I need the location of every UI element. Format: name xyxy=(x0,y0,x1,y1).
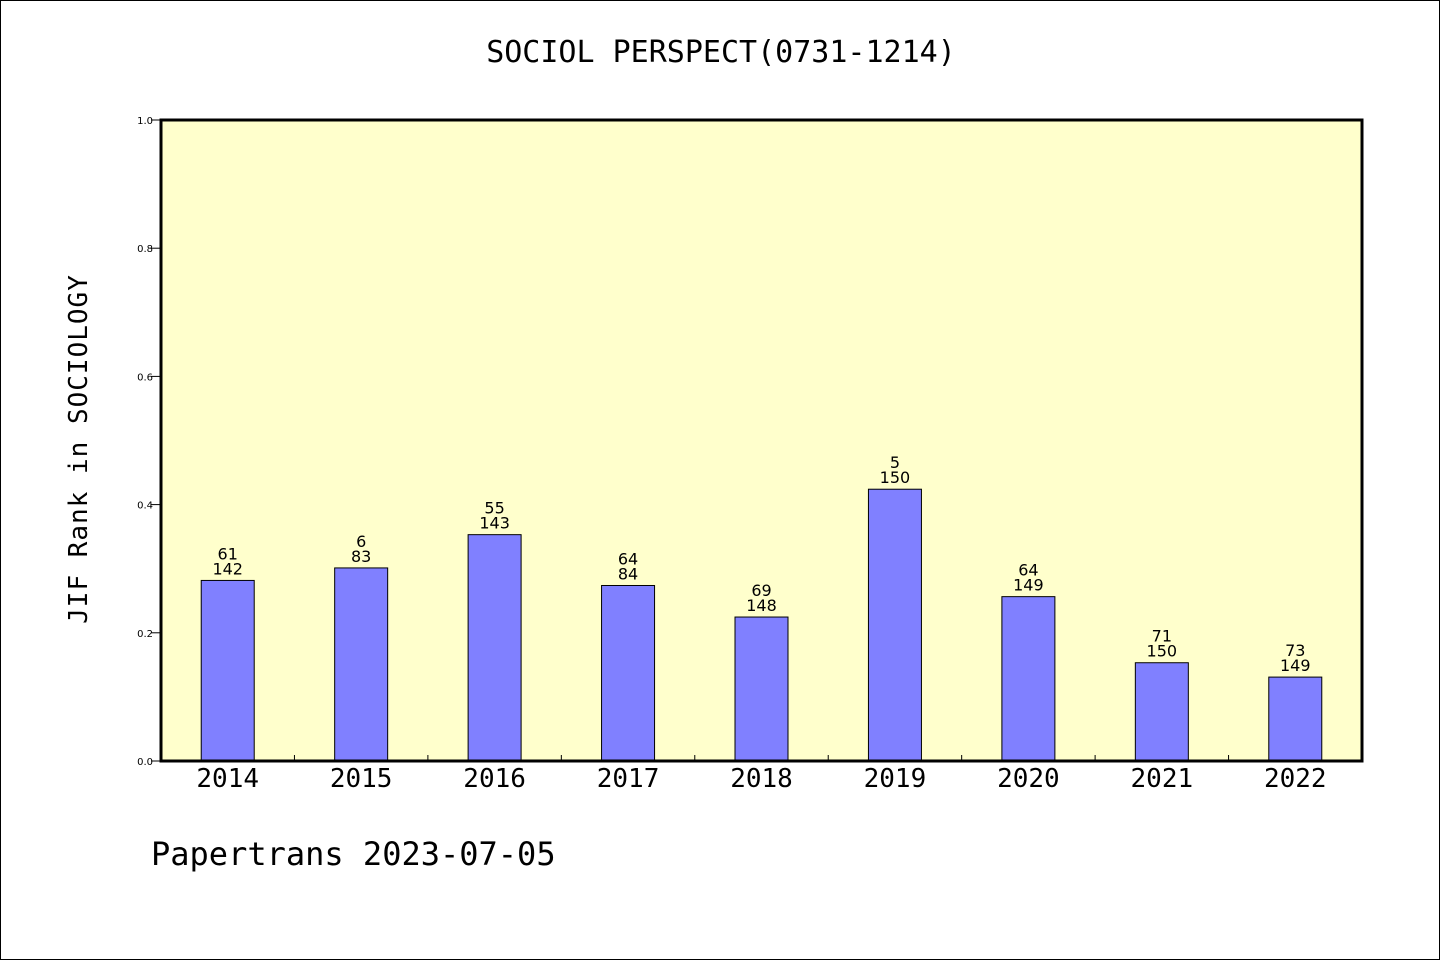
bar xyxy=(734,616,789,762)
y-tick-label: 0.4 xyxy=(137,501,153,512)
bar xyxy=(1001,596,1056,762)
bar-total-label: 150 xyxy=(880,468,911,487)
footer-text: Papertrans 2023-07-05 xyxy=(151,835,556,873)
x-tick-label: 2019 xyxy=(864,764,927,794)
bar-total-label: 83 xyxy=(351,547,371,566)
bar-total-label: 150 xyxy=(1147,642,1178,661)
y-tick-label: 0.6 xyxy=(137,372,153,383)
y-tick-label: 0.2 xyxy=(137,629,153,640)
bar-rank-label: 69 xyxy=(751,581,771,600)
y-tick-label: 0.8 xyxy=(137,244,153,255)
bar-total-label: 149 xyxy=(1013,576,1044,595)
x-tick-label: 2017 xyxy=(597,764,660,794)
x-tick-label: 2016 xyxy=(463,764,526,794)
bar-total-label: 142 xyxy=(212,559,243,578)
x-tick-label: 2022 xyxy=(1264,764,1327,794)
bar-total-label: 149 xyxy=(1280,656,1311,675)
y-tick-label: 0.0 xyxy=(137,757,153,768)
x-tick-label: 2014 xyxy=(196,764,259,794)
bar-rank-label: 5 xyxy=(890,453,900,472)
y-tick-label: 1.0 xyxy=(137,116,153,127)
bar-rank-label: 71 xyxy=(1152,627,1172,646)
bar xyxy=(867,488,922,762)
bar-rank-label: 64 xyxy=(1018,561,1038,580)
x-tick-label: 2015 xyxy=(330,764,393,794)
x-tick-label: 2018 xyxy=(730,764,793,794)
bar xyxy=(467,534,522,762)
bar-rank-label: 55 xyxy=(484,499,504,518)
bar xyxy=(1268,676,1323,762)
bar-rank-label: 6 xyxy=(356,532,366,551)
bar xyxy=(334,567,389,762)
bar-rank-label: 64 xyxy=(618,549,638,568)
bar xyxy=(200,579,255,762)
plot-frame xyxy=(159,118,1364,763)
x-tick-label: 2020 xyxy=(997,764,1060,794)
bar-rank-label: 73 xyxy=(1285,641,1305,660)
bar-total-label: 84 xyxy=(618,564,638,583)
chart-title: SOCIOL PERSPECT(0731-1214) xyxy=(486,35,956,70)
bar-rank-label: 61 xyxy=(218,544,238,563)
bar-total-label: 143 xyxy=(479,514,510,533)
x-tick-label: 2021 xyxy=(1131,764,1194,794)
bar xyxy=(601,584,656,762)
bar-total-label: 148 xyxy=(746,596,777,615)
bar xyxy=(1134,662,1189,762)
